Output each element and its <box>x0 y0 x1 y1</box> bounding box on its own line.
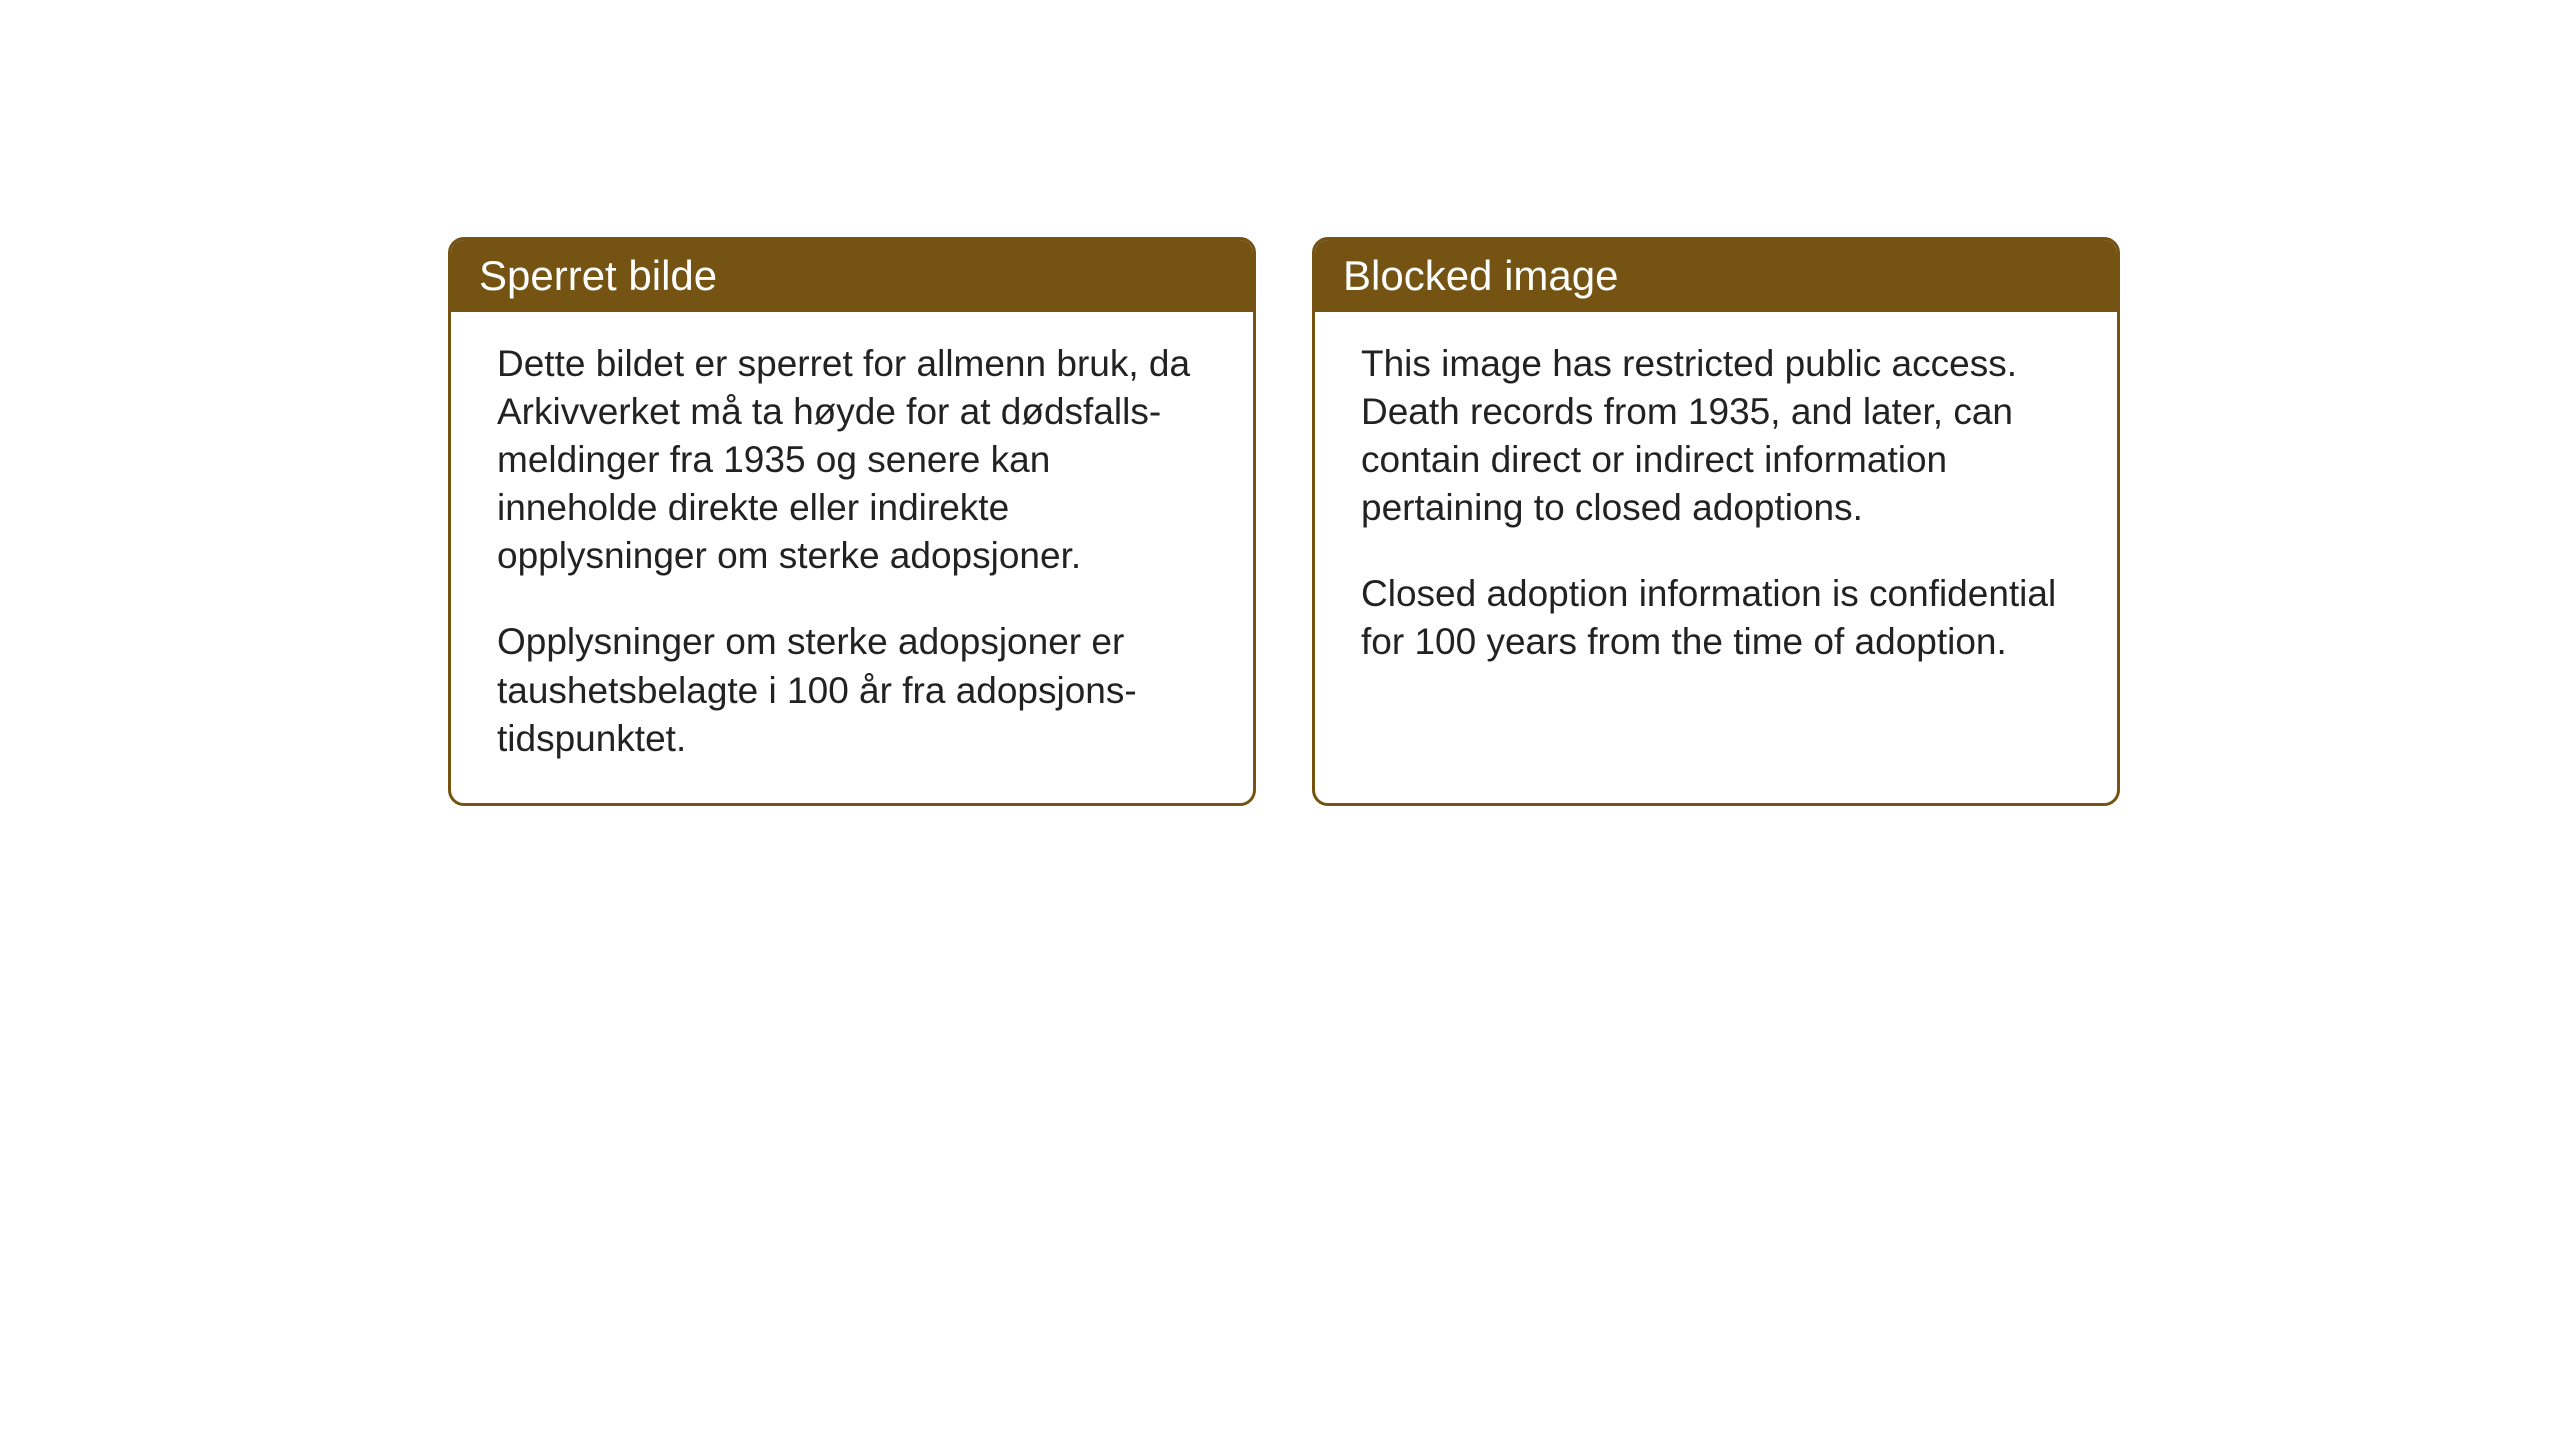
cards-container: Sperret bilde Dette bildet er sperret fo… <box>448 237 2120 806</box>
card-norwegian-paragraph-2: Opplysninger om sterke adopsjoner er tau… <box>497 618 1207 762</box>
card-english-title: Blocked image <box>1343 252 1618 299</box>
card-norwegian-paragraph-1: Dette bildet er sperret for allmenn bruk… <box>497 340 1207 580</box>
card-english-body: This image has restricted public access.… <box>1315 312 2117 707</box>
card-norwegian-title: Sperret bilde <box>479 252 717 299</box>
card-english-header: Blocked image <box>1315 240 2117 312</box>
card-english-paragraph-1: This image has restricted public access.… <box>1361 340 2071 532</box>
card-english-paragraph-2: Closed adoption information is confident… <box>1361 570 2071 666</box>
card-norwegian-body: Dette bildet er sperret for allmenn bruk… <box>451 312 1253 803</box>
card-norwegian: Sperret bilde Dette bildet er sperret fo… <box>448 237 1256 806</box>
card-english: Blocked image This image has restricted … <box>1312 237 2120 806</box>
card-norwegian-header: Sperret bilde <box>451 240 1253 312</box>
